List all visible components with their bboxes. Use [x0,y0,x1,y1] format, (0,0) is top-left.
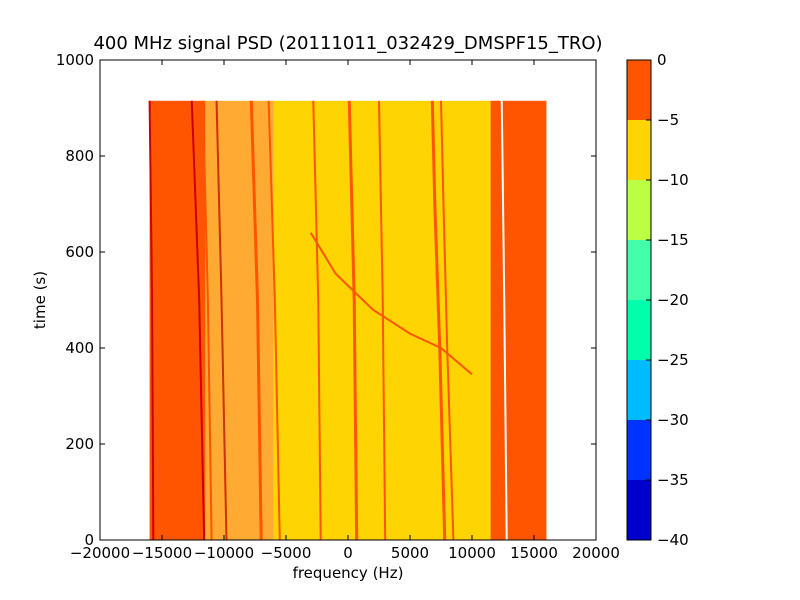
colorbar-band [627,120,651,180]
signal-trace [249,100,263,541]
y-tick-label: 400 [65,339,94,357]
heatmap-region-outer-left [149,100,206,541]
signal-trace [378,100,387,541]
colorbar-tick-label: −20 [657,291,689,309]
signal-trace [440,100,455,541]
x-tick-label: 20000 [572,544,620,562]
plot-area [148,100,547,541]
colorbar-tick-label: −10 [657,171,689,189]
colorbar-band [627,180,651,240]
signal-trace [500,100,508,541]
signal-trace [190,100,206,541]
signal-trace [347,100,359,541]
chart-title: 400 MHz signal PSD (20111011_032429_DMSP… [93,33,602,54]
x-tick-label: −5000 [261,544,312,562]
colorbar-tick-label: −40 [657,531,689,549]
colorbar-tick-label: −5 [657,111,679,129]
colorbar-tick-label: −30 [657,411,689,429]
colorbar-band [627,60,651,120]
colorbar-tick-label: −35 [657,471,689,489]
colorbar-band [627,360,651,420]
x-tick-label: 0 [343,544,353,562]
heatmap-region-mid-left [205,100,274,541]
y-axis-label: time (s) [31,271,49,329]
colorbar-band [627,300,651,360]
signal-trace [312,100,322,541]
x-tick-label: 10000 [448,544,496,562]
y-tick-label: 200 [65,435,94,453]
colorbar-band [627,240,651,300]
x-axis-label: frequency (Hz) [293,564,404,582]
signal-trace [201,100,213,541]
y-tick-label: 600 [65,243,94,261]
signal-trace [267,100,281,541]
colorbar-tick-label: −25 [657,351,689,369]
signal-trace [309,232,473,376]
colorbar-tick-label: −15 [657,231,689,249]
y-tick-label: 0 [84,531,94,549]
x-tick-label: −10000 [194,544,254,562]
x-tick-label: −15000 [132,544,192,562]
x-tick-label: 5000 [391,544,429,562]
x-axis: −20000 −15000 −10000 −5000 0 5000 10000 15000 20… [70,60,620,562]
signal-trace [430,100,447,541]
y-tick-label: 1000 [56,51,94,69]
y-tick-label: 800 [65,147,94,165]
signal-trace [148,100,155,541]
x-tick-label: 15000 [510,544,558,562]
colorbar-tick-label: 0 [657,51,667,69]
x-tick-label: −20000 [70,544,130,562]
signal-trace [495,100,504,541]
colorbar-band [627,420,651,480]
colorbar-band [627,480,651,540]
y-axis: 0 200 400 600 800 1000 [56,51,596,549]
signal-trace [215,100,228,541]
colorbar: −40 −35 −30 −25 −20 −15 −10 −5 0 [626,51,689,549]
